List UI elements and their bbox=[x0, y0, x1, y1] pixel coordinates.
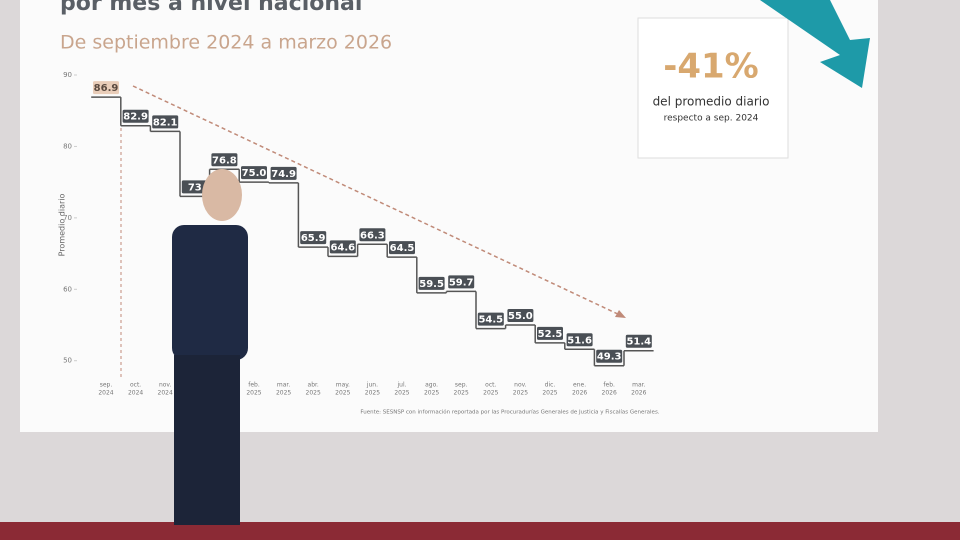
x-tick-label: sep. bbox=[100, 382, 113, 389]
value-label: 82.1 bbox=[153, 117, 178, 128]
value-label: 73 bbox=[188, 182, 202, 193]
x-tick-label: 2025 bbox=[335, 390, 350, 397]
value-label-box bbox=[477, 312, 504, 326]
annotation-line1: del promedio diario bbox=[653, 95, 770, 109]
x-tick-label: 2026 bbox=[602, 390, 617, 397]
x-tick-label: 2025 bbox=[276, 390, 291, 397]
value-label-box bbox=[329, 240, 356, 254]
value-label: 76.8 bbox=[212, 155, 237, 166]
y-tick-label: 80 bbox=[63, 142, 72, 150]
trend-arrow bbox=[132, 85, 623, 317]
x-tick-label: ene. bbox=[573, 382, 586, 389]
value-label: 59.5 bbox=[419, 279, 444, 290]
value-label: 54.5 bbox=[478, 315, 503, 326]
value-label-box bbox=[359, 228, 386, 242]
value-label-box bbox=[448, 275, 475, 289]
value-label: 55.0 bbox=[508, 311, 533, 322]
x-tick-label: 2025 bbox=[365, 390, 380, 397]
y-tick-label: 60 bbox=[63, 285, 72, 293]
value-label-box bbox=[181, 180, 208, 194]
x-tick-label: 2024 bbox=[128, 390, 143, 397]
annotation-value: -41% bbox=[663, 47, 759, 87]
x-tick-label: mar. bbox=[632, 382, 645, 389]
value-label-box bbox=[93, 81, 119, 95]
value-label: 75.0 bbox=[242, 168, 267, 179]
y-tick-label: 50 bbox=[63, 357, 72, 365]
x-tick-label: oct. bbox=[130, 382, 141, 389]
value-label-box bbox=[211, 153, 238, 167]
x-tick-label: ago. bbox=[425, 382, 438, 389]
x-tick-label: 2026 bbox=[631, 390, 646, 397]
stage-edge bbox=[0, 522, 960, 540]
x-tick-label: nov. bbox=[159, 382, 172, 389]
x-tick-label: 2025 bbox=[394, 390, 409, 397]
x-tick-label: feb. bbox=[603, 382, 615, 389]
x-tick-label: 2025 bbox=[424, 390, 439, 397]
value-label-box bbox=[596, 349, 623, 363]
x-tick-label: may. bbox=[336, 382, 350, 389]
value-label: 52.5 bbox=[538, 329, 563, 340]
source: Fuente: SESNSP con información reportada… bbox=[360, 409, 659, 416]
presenter-head bbox=[202, 169, 242, 221]
value-label: 74.9 bbox=[271, 169, 296, 180]
annotation-line2: respecto a sep. 2024 bbox=[664, 114, 759, 124]
value-label-box bbox=[418, 276, 445, 290]
value-label: 86.9 bbox=[94, 83, 119, 94]
x-tick-label: abr. bbox=[308, 382, 319, 389]
value-label: 49.3 bbox=[597, 352, 622, 363]
x-tick-label: dic. bbox=[545, 382, 556, 389]
x-tick-label: 2025 bbox=[542, 390, 557, 397]
down-arrow bbox=[760, 0, 870, 88]
value-label-box bbox=[507, 309, 534, 322]
value-label: 64.6 bbox=[330, 242, 355, 253]
x-tick-label: 2025 bbox=[483, 390, 498, 397]
x-tick-label: feb. bbox=[248, 382, 260, 389]
value-label-box bbox=[122, 109, 149, 123]
chart-title: por mes a nivel nacional bbox=[60, 0, 362, 16]
presenter bbox=[172, 169, 248, 525]
trend-arrowhead bbox=[615, 310, 626, 318]
y-tick-label: 70 bbox=[63, 214, 72, 222]
value-label-box bbox=[300, 231, 327, 245]
value-label: 51.4 bbox=[626, 337, 651, 348]
value-label-box bbox=[152, 115, 179, 129]
y-axis-label: Promedio diario bbox=[58, 194, 67, 257]
x-tick-label: 2024 bbox=[158, 390, 173, 397]
x-tick-label: 2025 bbox=[246, 390, 261, 397]
x-tick-label: nov. bbox=[514, 382, 527, 389]
presenter-legs bbox=[174, 355, 240, 525]
y-tick-label: 90 bbox=[63, 71, 72, 79]
x-tick-label: sep. bbox=[455, 382, 468, 389]
value-label: 65.9 bbox=[301, 233, 326, 244]
x-tick-label: 2025 bbox=[454, 390, 469, 397]
value-label: 64.5 bbox=[390, 243, 415, 254]
x-tick-label: jun. bbox=[366, 382, 378, 389]
x-tick-label: 2025 bbox=[306, 390, 321, 397]
value-label-box bbox=[270, 166, 297, 180]
plot: 506070809086.9sep.202482.9oct.202482.1no… bbox=[63, 71, 654, 397]
value-label-box bbox=[566, 333, 593, 347]
x-tick-label: 2025 bbox=[513, 390, 528, 397]
value-label-box bbox=[241, 166, 267, 180]
x-tick-label: 2026 bbox=[572, 390, 587, 397]
chart-subtitle: De septiembre 2024 a marzo 2026 bbox=[60, 32, 392, 54]
x-tick-label: mar. bbox=[277, 382, 290, 389]
value-label-box bbox=[625, 334, 652, 348]
value-label-box bbox=[389, 241, 415, 255]
value-label: 51.6 bbox=[567, 335, 592, 346]
value-label: 82.9 bbox=[123, 112, 148, 123]
presenter-body bbox=[172, 225, 248, 360]
x-tick-label: 2024 bbox=[98, 390, 113, 397]
value-label: 59.7 bbox=[449, 277, 474, 288]
x-tick-label: oct. bbox=[485, 382, 496, 389]
x-tick-label: jul. bbox=[396, 382, 406, 389]
value-label: 66.3 bbox=[360, 230, 385, 241]
value-label-box bbox=[537, 326, 563, 340]
annotation-box bbox=[637, 17, 789, 159]
